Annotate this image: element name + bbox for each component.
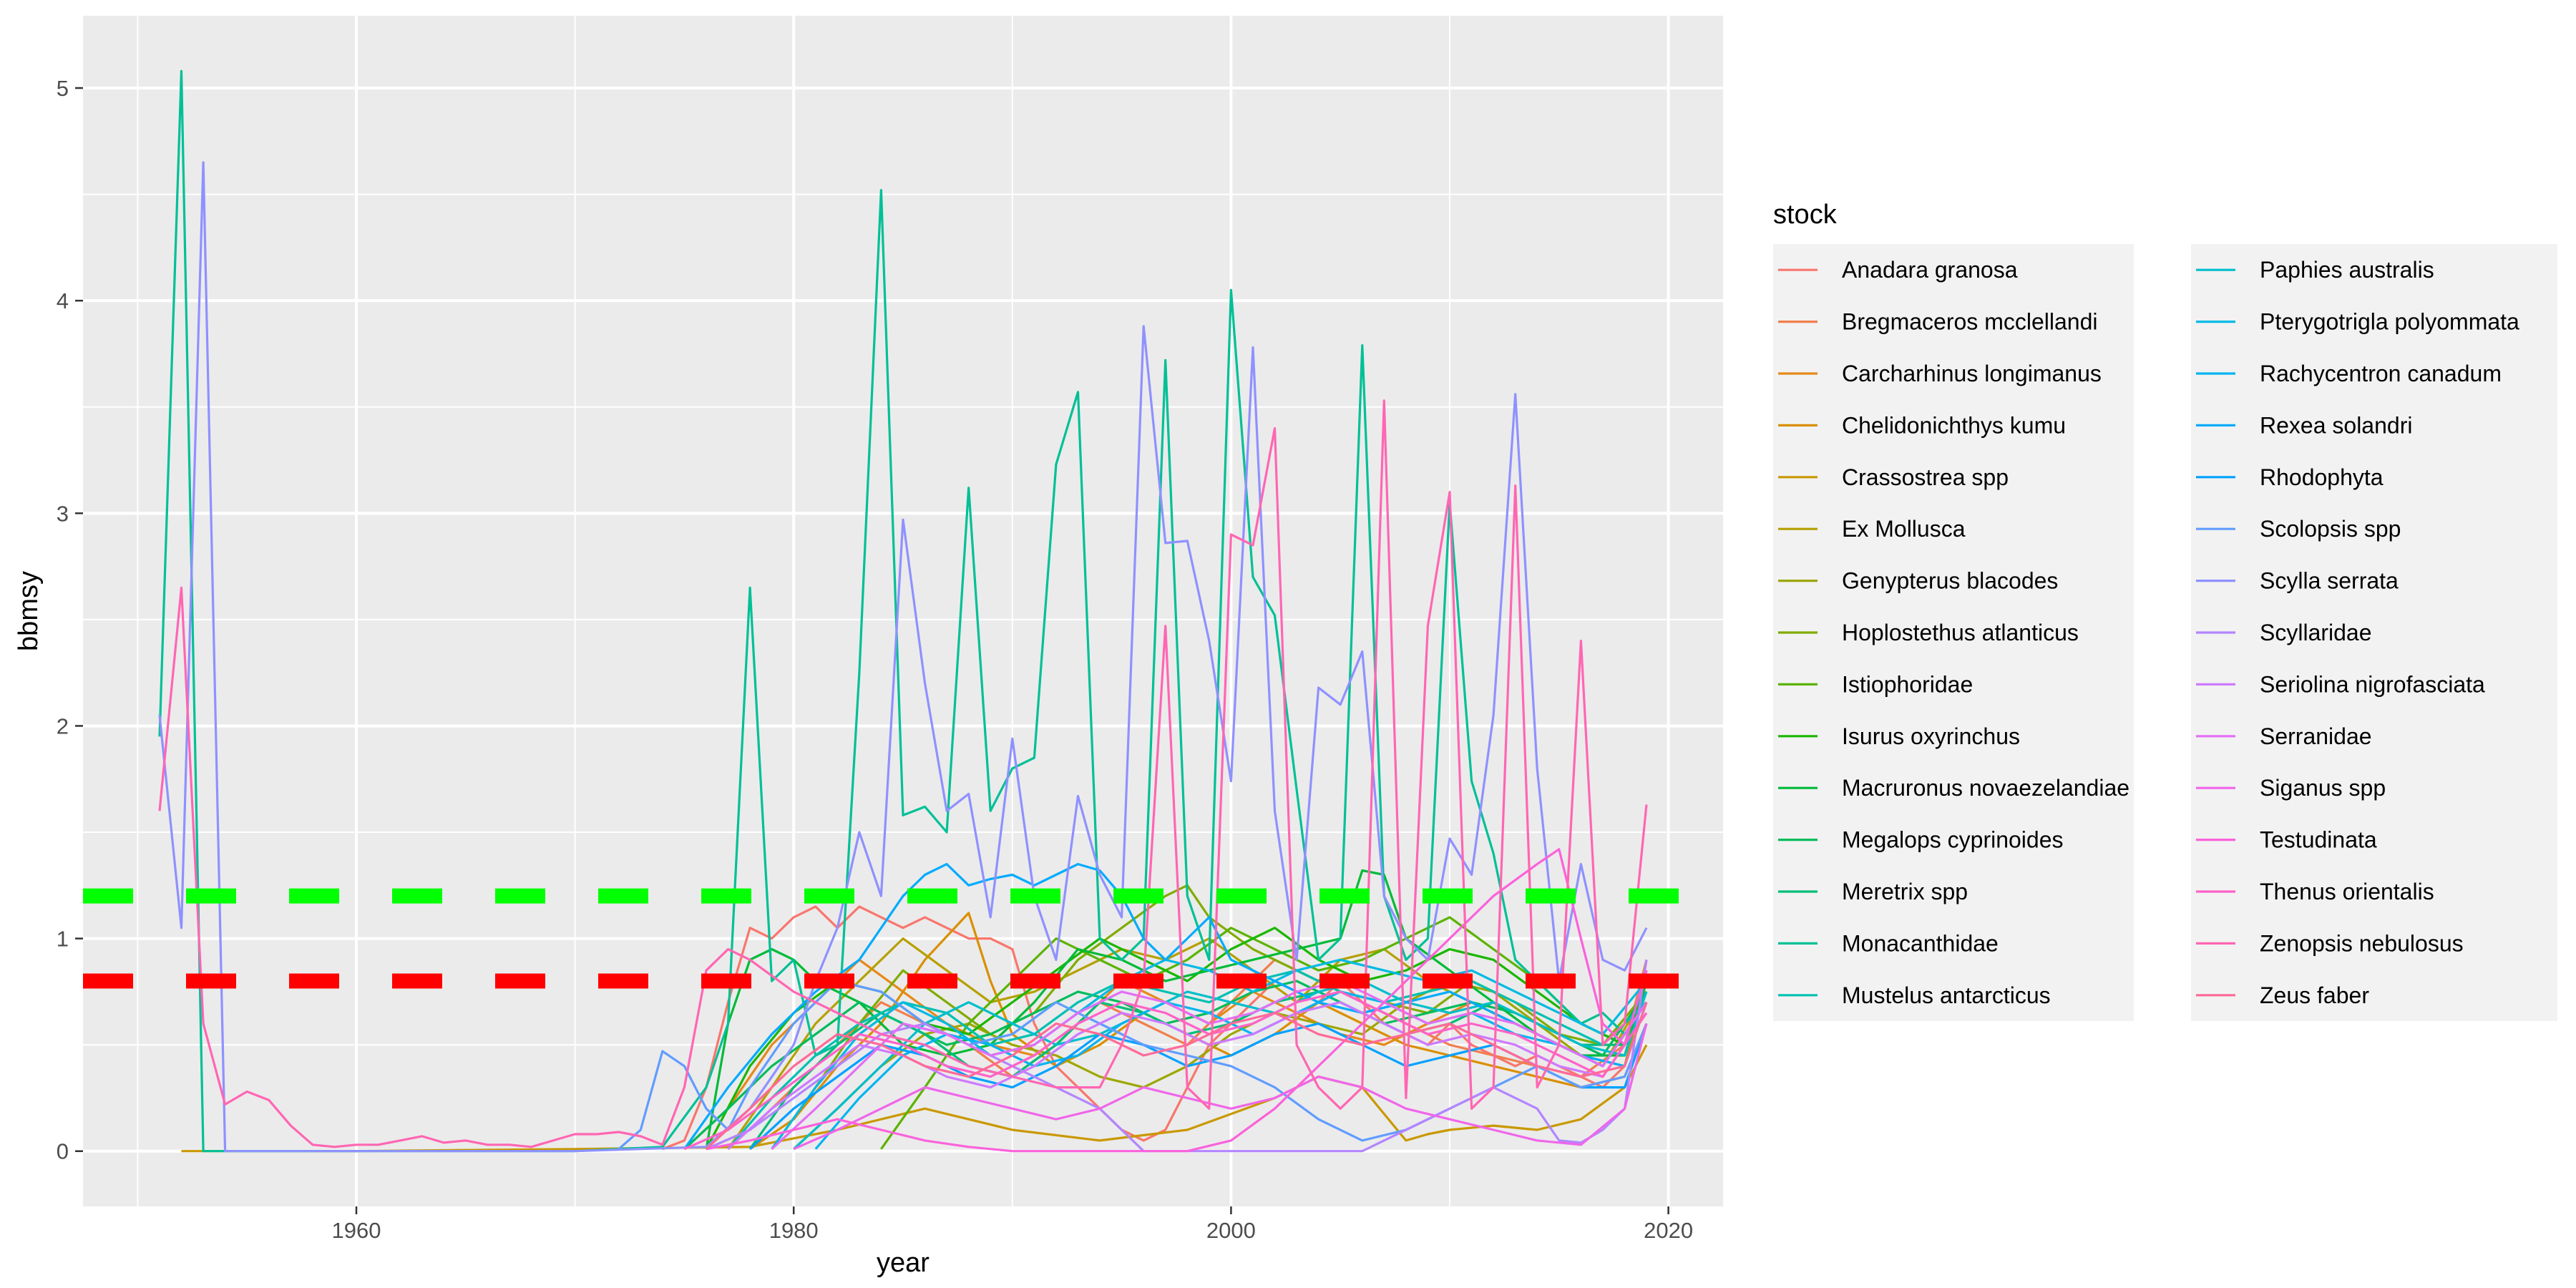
legend-label: Scylla serrata xyxy=(2260,568,2399,594)
legend-label: Rexea solandri xyxy=(2260,412,2412,438)
legend-label: Isurus oxyrinchus xyxy=(1842,723,2020,749)
legend-label: Zeus faber xyxy=(2260,982,2369,1008)
legend-label: Carcharhinus longimanus xyxy=(1842,361,2102,386)
legend-label: Rachycentron canadum xyxy=(2260,361,2502,386)
legend-label: Macruronus novaezelandiae xyxy=(1842,775,2129,801)
y-axis-title: bbmsy xyxy=(14,571,44,651)
legend-label: Hoplostethus atlanticus xyxy=(1842,620,2079,645)
series-line-28 xyxy=(683,990,1648,1151)
x-axis-title: year xyxy=(877,1248,930,1278)
y-tick-label: 5 xyxy=(57,76,69,101)
legend-label: Anadara granosa xyxy=(1842,257,2018,283)
legend-label: Pterygotrigla polyommata xyxy=(2260,309,2519,335)
legend-label: Zenopsis nebulosus xyxy=(2260,930,2464,956)
series-line-24 xyxy=(727,1001,1648,1150)
series-line-22 xyxy=(158,161,1648,1153)
x-tick-label: 1980 xyxy=(769,1218,819,1243)
legend-label: Rhodophyta xyxy=(2260,464,2384,490)
y-tick-label: 1 xyxy=(57,927,69,952)
legend-label: Ex Mollusca xyxy=(1842,516,1966,542)
series-line-29 xyxy=(158,399,1648,1148)
y-tick-label: 2 xyxy=(57,713,69,738)
legend-label: Scyllaridae xyxy=(2260,620,2372,645)
legend-label: Mustelus antarcticus xyxy=(1842,982,2051,1008)
x-tick-label: 2000 xyxy=(1206,1218,1256,1243)
legend: stock Anadara granosa Bregmaceros mcclell… xyxy=(1773,200,2557,1021)
series-line-17 xyxy=(771,958,1648,1150)
legend-label: Siganus spp xyxy=(2260,775,2386,801)
series-line-27 xyxy=(706,848,1648,1153)
y-tick-label: 0 xyxy=(57,1139,69,1164)
legend-column-bg xyxy=(1773,244,2134,1021)
legend-label: Chelidonichthys kumu xyxy=(1842,412,2066,438)
series-line-1 xyxy=(662,905,1648,1151)
legend-title: stock xyxy=(1773,200,1838,230)
legend-label: Serranidae xyxy=(2260,723,2372,749)
legend-label: Monacanthidae xyxy=(1842,930,1999,956)
legend-label: Meretrix spp xyxy=(1842,879,1968,904)
x-tick-label: 1960 xyxy=(332,1218,381,1243)
series-line-11 xyxy=(705,869,1648,1150)
series-line-26 xyxy=(793,1023,1648,1151)
legend-label: Testudinata xyxy=(2260,827,2377,853)
series-line-30 xyxy=(705,1002,1648,1150)
legend-label: Thenus orientalis xyxy=(2260,879,2434,904)
series-line-25 xyxy=(771,980,1648,1150)
series-line-16 xyxy=(793,980,1648,1150)
series-layer xyxy=(158,69,1648,1153)
series-line-14 xyxy=(158,69,1648,1153)
y-tick-label: 3 xyxy=(57,501,69,526)
axes: 1960 1980 2000 2020 0 1 2 3 4 5 xyxy=(57,76,1693,1243)
legend-label: Scolopsis spp xyxy=(2260,516,2401,542)
legend-label: Crassostrea spp xyxy=(1842,464,2009,490)
legend-label: Seriolina nigrofasciata xyxy=(2260,671,2485,697)
legend-label: Genypterus blacodes xyxy=(1842,568,2058,594)
series-line-15 xyxy=(727,969,1648,1150)
legend-label: Paphies australis xyxy=(2260,257,2434,283)
x-tick-label: 2020 xyxy=(1644,1218,1693,1243)
y-tick-label: 4 xyxy=(57,288,69,313)
legend-label: Istiophoridae xyxy=(1842,671,1973,697)
reference-lines xyxy=(83,888,1723,989)
legend-label: Bregmaceros mcclellandi xyxy=(1842,309,2097,335)
legend-label: Megalops cyprinoides xyxy=(1842,827,2064,853)
legend-column-bg xyxy=(2191,244,2557,1021)
